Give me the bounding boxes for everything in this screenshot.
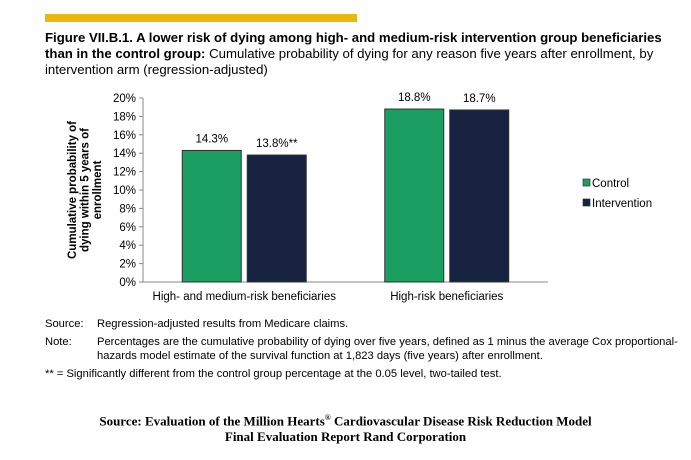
y-tick-label: 20% <box>113 93 136 105</box>
data-label: 13.8%** <box>256 138 298 150</box>
data-label: 14.3% <box>195 133 228 145</box>
data-label: 18.8% <box>398 92 431 104</box>
legend-swatch-control <box>582 178 591 187</box>
y-tick-label: 0% <box>119 277 136 289</box>
note-text: Percentages are the cumulative probabili… <box>97 336 678 362</box>
accent-bar <box>45 14 357 22</box>
figure-title: Figure VII.B.1. A lower risk of dying am… <box>45 30 665 78</box>
y-tick-label: 2% <box>119 259 136 271</box>
footer-line-2: Final Evaluation Report Rand Corporation <box>224 429 467 445</box>
data-label: 18.7% <box>463 93 496 105</box>
significance-note: ** = Significantly different from the co… <box>45 368 502 380</box>
note-row: Note: Percentages are the cumulative pro… <box>45 335 685 363</box>
footer-line-1: Source: Evaluation of the Million Hearts… <box>0 410 691 429</box>
bar-chart: Cumulative probability ofdying within 5 … <box>67 92 652 303</box>
bar-control-0 <box>181 149 242 283</box>
source-text: Regression-adjusted results from Medicar… <box>97 318 349 330</box>
y-tick-label: 18% <box>113 111 136 123</box>
x-category-label: High-risk beneficiaries <box>390 291 503 303</box>
figure-title-rest: Cumulative probability of dying for any … <box>45 46 654 77</box>
legend-label-control: Control <box>592 178 629 190</box>
footer-source: Source: Evaluation of the Million Hearts… <box>0 410 691 445</box>
bar-intervention-1 <box>449 109 510 283</box>
source-label: Source: <box>45 318 84 330</box>
y-tick-label: 12% <box>113 167 136 179</box>
registered-mark: ® <box>324 413 331 422</box>
legend-label-intervention: Intervention <box>592 198 652 210</box>
y-tick-label: 6% <box>119 222 136 234</box>
bar-intervention-0 <box>246 154 307 283</box>
y-tick-label: 4% <box>119 240 136 252</box>
figure-title-bold: Figure VII.B.1. A lower risk of dying am… <box>45 30 662 61</box>
note-label: Note: <box>45 336 72 348</box>
footer-line-1b: Cardiovascular Disease Risk Reduction Mo… <box>330 413 592 429</box>
source-row: Source: Regression-adjusted results from… <box>45 317 685 331</box>
bar-control-1 <box>384 108 445 283</box>
legend-swatch-intervention <box>582 198 591 207</box>
y-axis-title: Cumulative probability ofdying within 5 … <box>67 121 104 259</box>
notes-section: Source: Regression-adjusted results from… <box>45 317 685 381</box>
y-tick-label: 8% <box>119 203 136 215</box>
x-category-label: High- and medium-risk beneficiaries <box>153 291 337 303</box>
y-tick-label: 14% <box>113 148 136 160</box>
y-tick-label: 16% <box>113 130 136 142</box>
y-tick-label: 10% <box>113 185 136 197</box>
footer-line-1a: Source: Evaluation of the Million Hearts <box>99 413 325 429</box>
